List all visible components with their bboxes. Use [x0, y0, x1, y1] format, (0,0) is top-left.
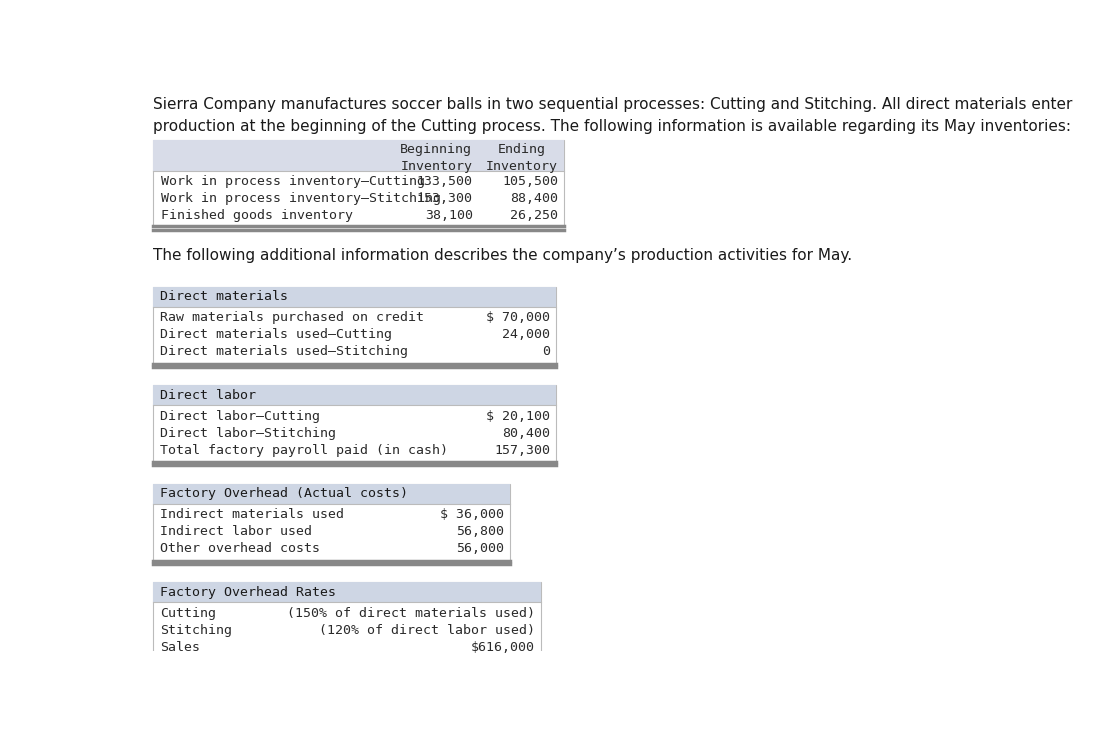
Text: 105,500: 105,500 — [502, 175, 558, 188]
Text: Sales: Sales — [160, 640, 200, 654]
Text: $616,000: $616,000 — [471, 640, 535, 654]
Bar — [153, 141, 565, 226]
Text: Cutting: Cutting — [160, 607, 215, 620]
Text: Factory Overhead Rates: Factory Overhead Rates — [160, 586, 336, 599]
Text: Direct materials used–Cutting: Direct materials used–Cutting — [160, 328, 392, 341]
Text: 24,000: 24,000 — [502, 328, 550, 341]
Text: 26,250: 26,250 — [510, 209, 558, 222]
Bar — [153, 484, 510, 561]
Text: Factory Overhead (Actual costs): Factory Overhead (Actual costs) — [160, 488, 407, 501]
Text: Finished goods inventory: Finished goods inventory — [161, 209, 353, 222]
Text: Direct labor: Direct labor — [160, 389, 256, 402]
Text: Indirect materials used: Indirect materials used — [160, 508, 344, 521]
Text: Work in process inventory–Cutting: Work in process inventory–Cutting — [161, 175, 425, 188]
Text: Direct materials used–Stitching: Direct materials used–Stitching — [160, 345, 407, 358]
Bar — [153, 286, 557, 364]
Text: The following additional information describes the company’s production activiti: The following additional information des… — [153, 248, 853, 263]
Text: (120% of direct labor used): (120% of direct labor used) — [319, 624, 535, 637]
Text: 0: 0 — [542, 345, 550, 358]
Text: 133,500: 133,500 — [416, 175, 473, 188]
Text: 153,300: 153,300 — [416, 192, 473, 205]
Text: $ 36,000: $ 36,000 — [440, 508, 503, 521]
Text: Ending
Inventory: Ending Inventory — [485, 143, 558, 173]
Text: (150% of direct materials used): (150% of direct materials used) — [287, 607, 535, 620]
Bar — [153, 385, 557, 405]
Text: Indirect labor used: Indirect labor used — [160, 525, 311, 538]
Text: Raw materials purchased on credit: Raw materials purchased on credit — [160, 311, 424, 324]
Bar — [153, 385, 557, 462]
Text: 56,800: 56,800 — [455, 525, 503, 538]
Text: 56,000: 56,000 — [455, 542, 503, 555]
Text: Direct labor–Stitching: Direct labor–Stitching — [160, 427, 336, 440]
Text: 38,100: 38,100 — [425, 209, 473, 222]
Text: 80,400: 80,400 — [502, 427, 550, 440]
Text: 157,300: 157,300 — [494, 444, 550, 457]
Bar — [153, 484, 510, 504]
Text: $ 20,100: $ 20,100 — [487, 410, 550, 422]
Text: 88,400: 88,400 — [510, 192, 558, 205]
Text: Direct materials: Direct materials — [160, 291, 288, 303]
Text: Stitching: Stitching — [160, 624, 232, 637]
Text: Sierra Company manufactures soccer balls in two sequential processes: Cutting an: Sierra Company manufactures soccer balls… — [153, 97, 1072, 134]
Text: Total factory payroll paid (in cash): Total factory payroll paid (in cash) — [160, 444, 448, 457]
Bar — [153, 286, 557, 307]
Text: $ 70,000: $ 70,000 — [487, 311, 550, 324]
Bar — [153, 582, 541, 602]
Text: Work in process inventory–Stitching: Work in process inventory–Stitching — [161, 192, 441, 205]
Text: Beginning
Inventory: Beginning Inventory — [401, 143, 472, 173]
Bar — [153, 141, 565, 171]
Bar — [153, 582, 541, 660]
Text: Other overhead costs: Other overhead costs — [160, 542, 319, 555]
Text: Direct labor–Cutting: Direct labor–Cutting — [160, 410, 319, 422]
